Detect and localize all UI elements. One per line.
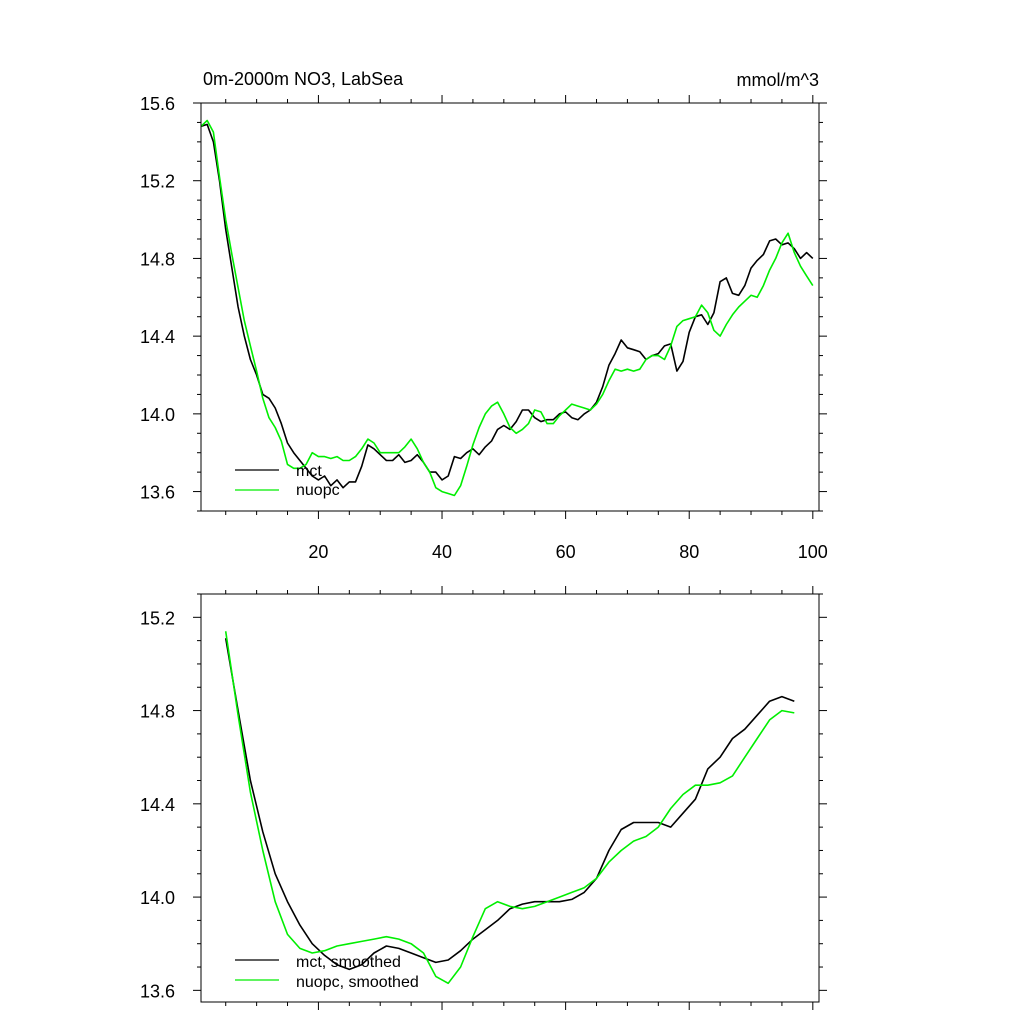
y-tick-label: 14.4 bbox=[140, 795, 175, 815]
top-legend: mct nuopc bbox=[235, 463, 340, 499]
top-chart-units: mmol/m^3 bbox=[737, 70, 819, 90]
x-tick-label: 20 bbox=[308, 542, 328, 562]
legend-label-mct: mct bbox=[296, 463, 322, 480]
y-tick-label: 15.2 bbox=[140, 608, 175, 628]
legend-label-nuopc-smoothed: nuopc, smoothed bbox=[296, 974, 419, 991]
series-line-nuopc bbox=[200, 119, 814, 497]
top-chart-title: 0m-2000m NO3, LabSea bbox=[203, 69, 404, 89]
legend-label-mct-smoothed: mct, smoothed bbox=[296, 954, 401, 971]
top-panel: 20 40 60 80 100 13.6 14.0 14.4 14.8 15.2 15.6 0m-2… bbox=[140, 69, 828, 562]
x-tick-label: 80 bbox=[679, 542, 699, 562]
bottom-panel: 13.6 14.0 14.4 14.8 15.2 mct, smoothed nuopc… bbox=[140, 586, 827, 1010]
y-tick-label: 14.4 bbox=[140, 327, 175, 347]
y-tick-label: 15.2 bbox=[140, 172, 175, 192]
y-tick-label: 15.6 bbox=[140, 94, 175, 114]
y-tick-label: 14.0 bbox=[140, 888, 175, 908]
legend-label-nuopc: nuopc bbox=[296, 482, 340, 499]
series-line-nuopc-smoothed bbox=[224, 631, 795, 985]
y-tick-label: 13.6 bbox=[140, 483, 175, 503]
series-line-mct-smoothed bbox=[224, 638, 795, 971]
series-line-mct bbox=[200, 123, 814, 489]
y-tick-label: 14.8 bbox=[140, 249, 175, 269]
x-tick-label: 60 bbox=[556, 542, 576, 562]
y-tick-label: 13.6 bbox=[140, 981, 175, 1001]
x-tick-label: 100 bbox=[798, 542, 828, 562]
bottom-legend: mct, smoothed nuopc, smoothed bbox=[235, 954, 419, 991]
y-tick-label: 14.0 bbox=[140, 405, 175, 425]
y-tick-label: 14.8 bbox=[140, 702, 175, 722]
bottom-plot-frame bbox=[200, 593, 820, 1003]
top-plot-frame bbox=[200, 102, 820, 512]
x-tick-label: 40 bbox=[432, 542, 452, 562]
